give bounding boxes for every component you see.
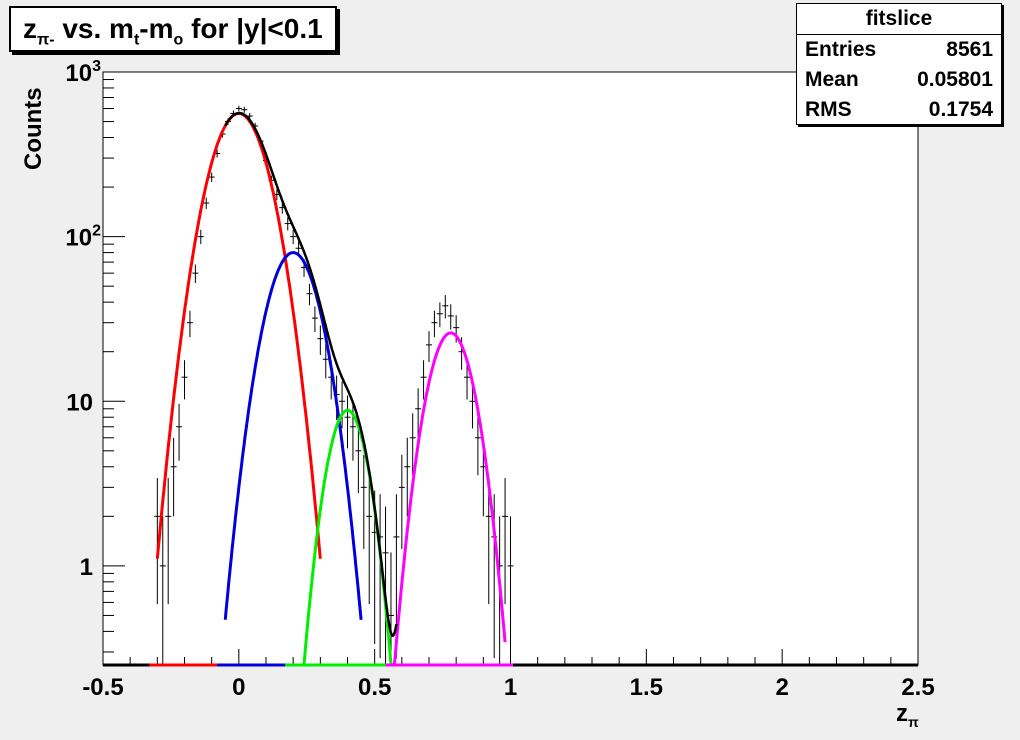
stats-row-mean: Mean 0.05801 [805, 68, 993, 91]
stats-row-entries: Entries 8561 [805, 38, 993, 61]
y-tick-label: 102 [65, 223, 101, 252]
title-text-3: -m [139, 13, 174, 44]
title-sub-1: π- [37, 31, 55, 49]
stats-header: fitslice [797, 4, 1001, 35]
stats-box: fitslice Entries 8561 Mean 0.05801 RMS 0.17… [796, 3, 1002, 125]
x-tick-label: 2 [775, 674, 788, 701]
x-tick-label: 2.5 [901, 674, 934, 701]
x-tick-label: 0 [232, 674, 245, 701]
y-tick-label: 1 [80, 554, 93, 581]
plot-title: zπ- vs. mt-mo for |y|<0.1 [9, 6, 337, 52]
x-axis-label: zπ [896, 700, 919, 730]
x-tick-label: 1 [504, 674, 517, 701]
title-sub-3: o [173, 31, 184, 49]
x-tick-label: 1.5 [630, 674, 663, 701]
title-text-1: z [23, 13, 37, 44]
x-tick-label: 0.5 [358, 674, 391, 701]
x-tick-label: -0.5 [82, 674, 123, 701]
y-axis-label: Counts [20, 87, 47, 170]
fit-curve-3 [392, 331, 507, 667]
title-text-2: vs. m [54, 13, 134, 44]
y-tick-label: 103 [65, 58, 101, 87]
stats-row-rms: RMS 0.1754 [805, 98, 993, 121]
fit-curve-1 [223, 251, 363, 620]
title-sub-2: t [133, 31, 140, 49]
y-tick-label: 10 [66, 389, 93, 416]
title-text-4: for |y|<0.1 [183, 13, 323, 44]
total-fit-curve [224, 111, 398, 638]
